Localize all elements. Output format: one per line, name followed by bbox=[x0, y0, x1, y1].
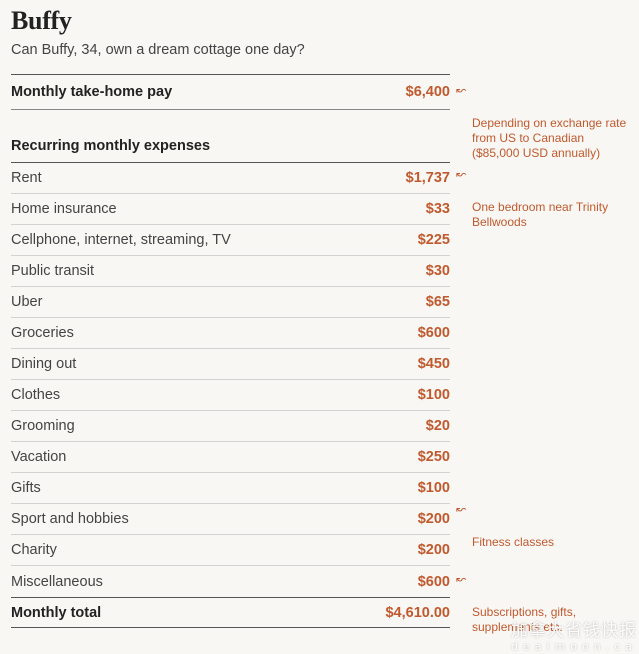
watermark-line-1: 加拿大省钱快报 bbox=[511, 621, 637, 641]
curved-arrow-icon: ↜ bbox=[456, 572, 467, 586]
top-rule bbox=[11, 74, 450, 75]
curved-arrow-icon: ↜ bbox=[456, 502, 467, 516]
expense-label: Rent bbox=[11, 170, 42, 186]
expense-label: Miscellaneous bbox=[11, 573, 103, 590]
rent-note: ↜ One bedroom near Trinity Bellwoods bbox=[456, 167, 609, 245]
expense-row: Miscellaneous $600 bbox=[11, 566, 450, 597]
expense-row: Grooming $20 bbox=[11, 411, 450, 442]
watermark-line-2: dealmoon.ca bbox=[511, 640, 637, 653]
expense-value: $65 bbox=[425, 294, 450, 310]
expense-row: Cellphone, internet, streaming, TV $225 bbox=[11, 225, 450, 256]
expense-row: Uber $65 bbox=[11, 287, 450, 318]
expense-value: $1,737 bbox=[405, 170, 450, 186]
expense-value: $20 bbox=[425, 418, 450, 434]
sport-note-text: Fitness classes bbox=[472, 535, 555, 549]
expense-row: Charity $200 bbox=[11, 535, 450, 566]
income-label: Monthly take-home pay bbox=[11, 84, 173, 100]
expense-row: Vacation $250 bbox=[11, 442, 450, 473]
income-value: $6,400 bbox=[405, 84, 450, 100]
expense-value: $450 bbox=[417, 356, 450, 372]
expense-value: $200 bbox=[417, 542, 450, 558]
expense-label: Vacation bbox=[11, 449, 67, 465]
expense-label: Groceries bbox=[11, 325, 74, 341]
page-subtitle: Can Buffy, 34, own a dream cottage one d… bbox=[11, 42, 305, 58]
page-title: Buffy bbox=[11, 6, 72, 35]
total-value: $4,610.00 bbox=[385, 604, 450, 621]
sport-note: ↜ Fitness classes bbox=[456, 502, 555, 565]
expense-value: $225 bbox=[417, 232, 450, 248]
expense-value: $33 bbox=[425, 201, 450, 217]
expense-label: Dining out bbox=[11, 356, 77, 372]
expense-row: Sport and hobbies $200 bbox=[11, 504, 450, 535]
expense-row: Dining out $450 bbox=[11, 349, 450, 380]
budget-table: Monthly take-home pay $6,400 Recurring m… bbox=[11, 74, 450, 628]
curved-arrow-icon: ↜ bbox=[456, 167, 467, 181]
expense-row: Public transit $30 bbox=[11, 256, 450, 287]
expenses-heading: Recurring monthly expenses bbox=[11, 130, 450, 163]
curved-arrow-icon: ↜ bbox=[456, 83, 467, 97]
expense-value: $600 bbox=[417, 573, 450, 590]
income-row: Monthly take-home pay $6,400 bbox=[11, 75, 450, 110]
income-note: ↜ Depending on exchange rate from US to … bbox=[456, 83, 627, 176]
expense-label: Cellphone, internet, streaming, TV bbox=[11, 232, 231, 248]
expense-row: Gifts $100 bbox=[11, 473, 450, 504]
expense-label: Public transit bbox=[11, 263, 95, 279]
expense-label: Sport and hobbies bbox=[11, 511, 129, 527]
expense-label: Home insurance bbox=[11, 201, 117, 217]
income-note-text: Depending on exchange rate from US to Ca… bbox=[472, 116, 627, 160]
expense-label: Clothes bbox=[11, 387, 61, 403]
expense-list: Rent $1,737 Home insurance $33 Cellphone, in… bbox=[11, 163, 450, 597]
expense-value: $600 bbox=[417, 325, 450, 341]
expense-label: Charity bbox=[11, 542, 57, 558]
misc-note-text: Subscriptions, gifts, supplements etc. bbox=[472, 605, 577, 634]
expense-value: $30 bbox=[425, 263, 450, 279]
expense-value: $100 bbox=[417, 480, 450, 496]
total-row: Monthly total $4,610.00 bbox=[11, 597, 450, 628]
expense-label: Gifts bbox=[11, 480, 41, 496]
expense-value: $250 bbox=[417, 449, 450, 465]
misc-note: ↜ Subscriptions, gifts, supplements etc. bbox=[456, 572, 577, 650]
expense-label: Grooming bbox=[11, 418, 75, 434]
expense-label: Uber bbox=[11, 294, 43, 310]
expense-value: $100 bbox=[417, 387, 450, 403]
expense-row: Clothes $100 bbox=[11, 380, 450, 411]
total-label: Monthly total bbox=[11, 604, 102, 621]
expense-row: Home insurance $33 bbox=[11, 194, 450, 225]
rent-note-text: One bedroom near Trinity Bellwoods bbox=[472, 200, 609, 229]
expense-row: Rent $1,737 bbox=[11, 163, 450, 194]
expense-value: $200 bbox=[417, 511, 450, 527]
watermark: 加拿大省钱快报 dealmoon.ca bbox=[511, 621, 637, 653]
expense-row: Groceries $600 bbox=[11, 318, 450, 349]
